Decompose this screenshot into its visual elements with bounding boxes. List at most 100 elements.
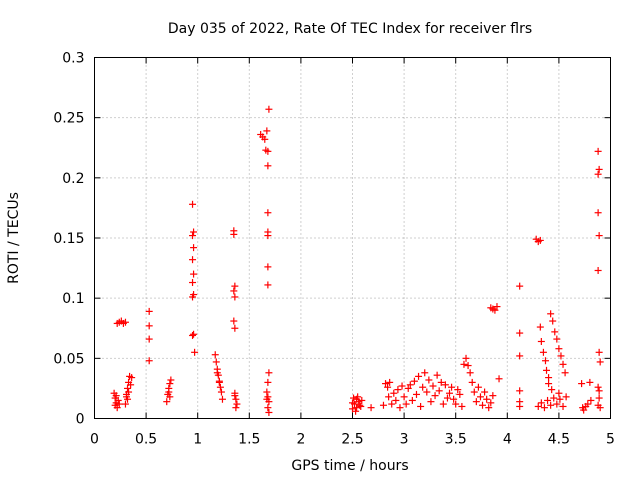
data-point — [468, 378, 476, 386]
data-point — [553, 400, 561, 408]
data-point — [555, 389, 563, 397]
data-point — [213, 369, 221, 377]
data-point — [493, 303, 501, 311]
data-point — [458, 402, 466, 410]
data-point — [402, 400, 410, 408]
data-point — [394, 386, 402, 394]
data-point — [122, 393, 130, 401]
data-point — [111, 401, 119, 409]
grid-lines — [94, 57, 611, 419]
data-point — [412, 390, 420, 398]
data-point — [264, 263, 272, 271]
data-point — [231, 392, 239, 400]
data-point — [464, 362, 472, 370]
data-point — [423, 388, 431, 396]
data-point — [555, 345, 563, 353]
data-point — [516, 387, 524, 395]
y-tick-label: 0.05 — [53, 351, 84, 367]
x-tick-label: 0.5 — [135, 432, 157, 448]
data-point — [357, 402, 365, 410]
x-tick-label: 3 — [400, 432, 409, 448]
data-point — [233, 400, 241, 408]
data-point — [408, 396, 416, 404]
data-point — [125, 388, 133, 396]
data-point — [534, 402, 542, 410]
data-point — [448, 383, 456, 391]
x-tick-label: 4 — [503, 432, 512, 448]
x-tick-label: 2 — [296, 432, 305, 448]
data-point — [594, 266, 602, 274]
data-point — [189, 331, 197, 339]
data-point — [421, 369, 429, 377]
data-points — [110, 105, 604, 416]
data-point — [516, 329, 524, 337]
y-tick-label: 0.25 — [53, 111, 84, 127]
data-point — [460, 360, 468, 368]
data-point — [215, 378, 223, 386]
data-point — [594, 147, 602, 155]
x-tick-label: 4.5 — [548, 432, 570, 448]
data-point — [218, 395, 226, 403]
data-point — [354, 393, 362, 401]
data-point — [549, 317, 557, 325]
data-point — [491, 306, 499, 314]
data-point — [231, 324, 239, 332]
data-point — [189, 200, 197, 208]
data-point — [481, 388, 489, 396]
x-axis-label: GPS time / hours — [291, 458, 408, 474]
data-point — [264, 404, 272, 412]
data-point — [232, 395, 240, 403]
data-point — [443, 394, 451, 402]
data-point — [189, 232, 197, 240]
data-point — [551, 328, 559, 336]
data-point — [462, 354, 470, 362]
data-point — [545, 374, 553, 382]
data-point — [114, 396, 122, 404]
data-point — [561, 369, 569, 377]
data-point — [350, 394, 358, 402]
data-point — [470, 388, 478, 396]
data-point — [454, 386, 462, 394]
data-point — [263, 388, 271, 396]
data-point — [435, 387, 443, 395]
data-point — [595, 348, 603, 356]
data-point — [410, 377, 418, 385]
data-point — [516, 352, 524, 360]
data-point — [212, 358, 220, 366]
data-point — [474, 383, 482, 391]
data-point — [352, 407, 360, 415]
data-point — [263, 127, 271, 135]
data-point — [124, 384, 132, 392]
data-point — [545, 380, 553, 388]
data-point — [537, 399, 545, 407]
data-point — [594, 383, 602, 391]
data-point — [189, 256, 197, 264]
data-point — [540, 404, 548, 412]
data-point — [112, 392, 120, 400]
data-point — [264, 209, 272, 217]
data-point — [263, 395, 271, 403]
data-point — [485, 404, 493, 412]
x-tick-label: 2.5 — [341, 432, 363, 448]
y-tick-label: 0.1 — [62, 291, 84, 307]
data-point — [431, 392, 439, 400]
data-point — [230, 317, 238, 325]
x-tick-label: 1.5 — [238, 432, 260, 448]
x-tick-label: 3.5 — [445, 432, 467, 448]
data-point — [355, 398, 363, 406]
data-point — [516, 402, 524, 410]
data-point — [349, 399, 356, 407]
data-point — [539, 348, 547, 356]
data-point — [419, 383, 427, 391]
data-point — [406, 381, 414, 389]
data-point — [489, 392, 497, 400]
data-point — [121, 318, 129, 326]
data-point — [596, 358, 604, 366]
data-point — [548, 386, 556, 394]
data-point — [595, 387, 603, 395]
data-point — [556, 395, 564, 403]
plot-frame — [94, 57, 611, 419]
data-point — [385, 393, 393, 401]
y-tick-label: 0.3 — [62, 51, 84, 67]
data-point — [166, 380, 174, 388]
